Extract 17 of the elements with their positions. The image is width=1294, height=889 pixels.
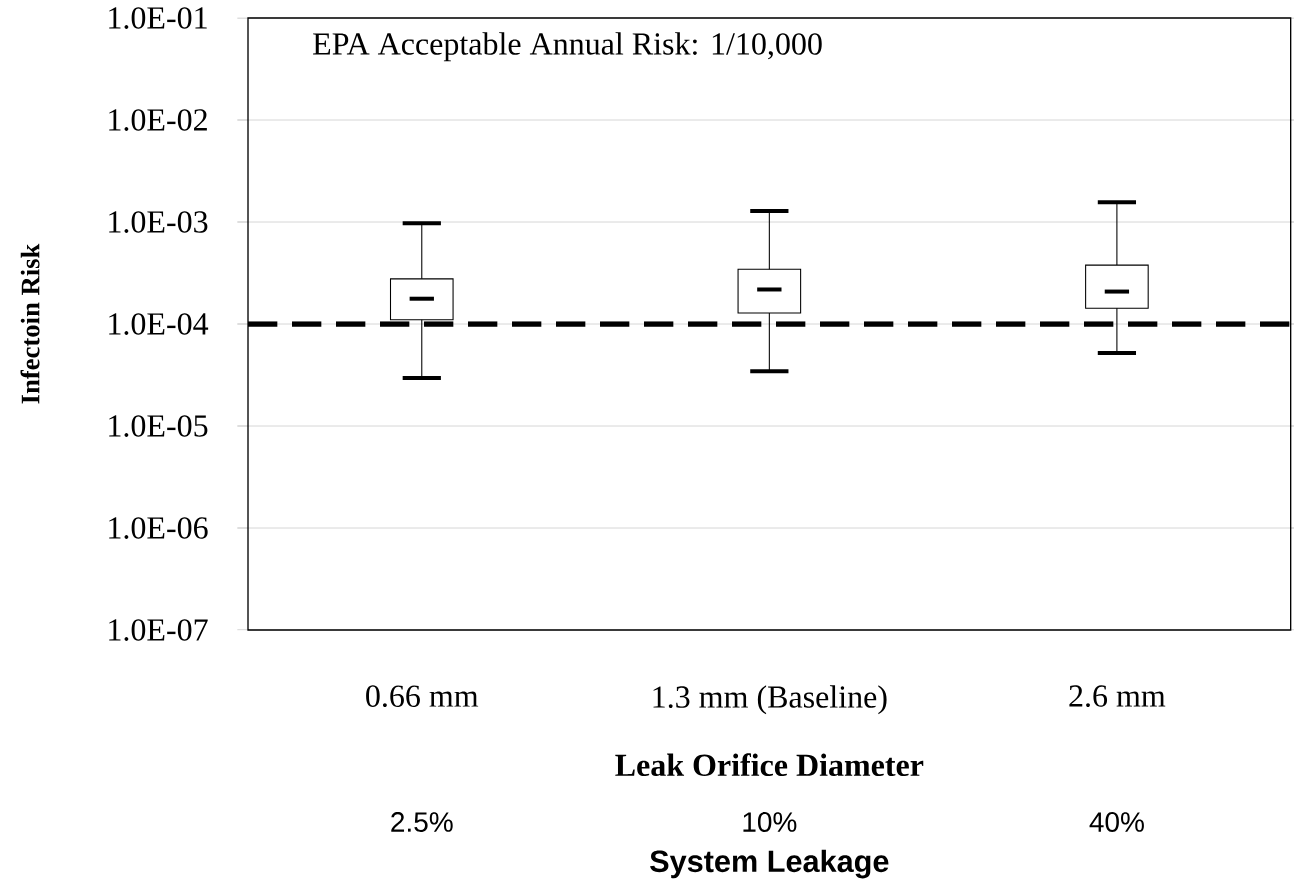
y-tick-label: 1.0E-05 [109,415,208,437]
y-tick-label: 1.0E-01 [109,7,207,29]
annotation: EPA Acceptable Annual Risk: 1/10,000 [313,32,822,62]
text: 10% [743,812,797,832]
x-tick-label: 0.66 mm [366,685,479,708]
text: 40% [1089,812,1144,832]
y-tick-label: 1.0E-06 [109,517,208,539]
y-tick-label: 1.0E-07 [109,619,208,641]
y-tick-label: 1.0E-02 [109,109,207,131]
x-tick-label: 2.6 mm [1069,685,1166,707]
text: 2.5% [391,812,453,832]
y-tick-label: 1.0E-04 [109,313,209,335]
x-tick-label: 1.3 mm (Baseline) [653,685,887,715]
y-tick-label: 1.0E-03 [109,211,208,233]
x-axis-title: Leak Orifice Diameter [615,753,924,777]
text: System Leakage [650,849,889,879]
y-axis-title: Infectoin Risk [20,243,40,404]
